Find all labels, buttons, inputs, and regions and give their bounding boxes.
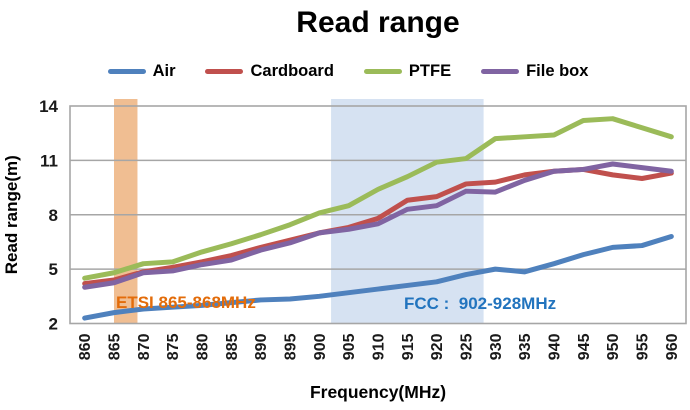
legend-swatch-ptfe — [363, 68, 402, 74]
y-tick-label: 5 — [49, 260, 58, 279]
legend-item-cardboard: Cardboard — [205, 61, 334, 80]
fcc-band-label: FCC : 902-928MHz — [404, 294, 557, 313]
y-tick-label: 11 — [40, 151, 58, 170]
y-tick-label: 2 — [49, 315, 58, 334]
series-line-ptfe — [82, 116, 674, 281]
x-tick-label: 865 — [107, 333, 124, 360]
x-tick-label: 870 — [136, 333, 153, 360]
series-line-air — [82, 234, 674, 321]
x-tick-label: 950 — [605, 333, 622, 360]
legend-swatch-file-box — [481, 68, 520, 74]
x-tick-label: 935 — [517, 333, 534, 360]
chart-legend: Air Cardboard PTFE File box — [40, 60, 656, 82]
legend-swatch-cardboard — [205, 68, 244, 74]
x-tick-label: 860 — [77, 333, 94, 360]
x-tick-label: 875 — [165, 333, 182, 360]
x-tick-label: 955 — [635, 333, 652, 360]
x-tick-label: 905 — [341, 333, 358, 360]
y-tick-label: 14 — [39, 97, 58, 116]
legend-item-ptfe: PTFE — [363, 61, 452, 80]
x-tick-label: 915 — [400, 333, 417, 360]
x-tick-label: 880 — [195, 333, 212, 360]
legend-item-file-box: File box — [481, 63, 588, 80]
legend-label: Cardboard — [250, 61, 334, 80]
legend-swatch-air — [107, 68, 146, 74]
x-tick-label: 940 — [547, 333, 564, 360]
etsi-band — [114, 99, 138, 324]
x-axis-title: Frequency(MHz) — [310, 382, 446, 402]
legend-label: PTFE — [408, 61, 452, 80]
x-tick-label: 895 — [283, 333, 300, 360]
chart-title: Read range — [296, 6, 460, 39]
y-tick-label: 8 — [49, 206, 58, 225]
x-tick-label: 920 — [429, 333, 446, 360]
legend-label: File box — [526, 61, 589, 80]
y-axis-title: Read range(m) — [2, 155, 21, 274]
x-tick-label: 910 — [371, 333, 388, 360]
legend-label: Air — [152, 61, 176, 80]
legend-item-air: Air — [107, 61, 176, 80]
x-tick-label: 890 — [253, 333, 270, 360]
plot-border — [69, 105, 687, 325]
x-tick-label: 930 — [488, 333, 505, 360]
x-tick-label: 945 — [576, 333, 593, 360]
x-tick-label: 960 — [664, 333, 681, 360]
etsi-band-label: ETSI 865-868MHz — [116, 293, 256, 312]
x-tick-label: 885 — [224, 333, 241, 360]
x-tick-label: 900 — [312, 333, 329, 360]
x-tick-label: 925 — [459, 333, 476, 360]
series-line-file-box — [82, 161, 674, 290]
